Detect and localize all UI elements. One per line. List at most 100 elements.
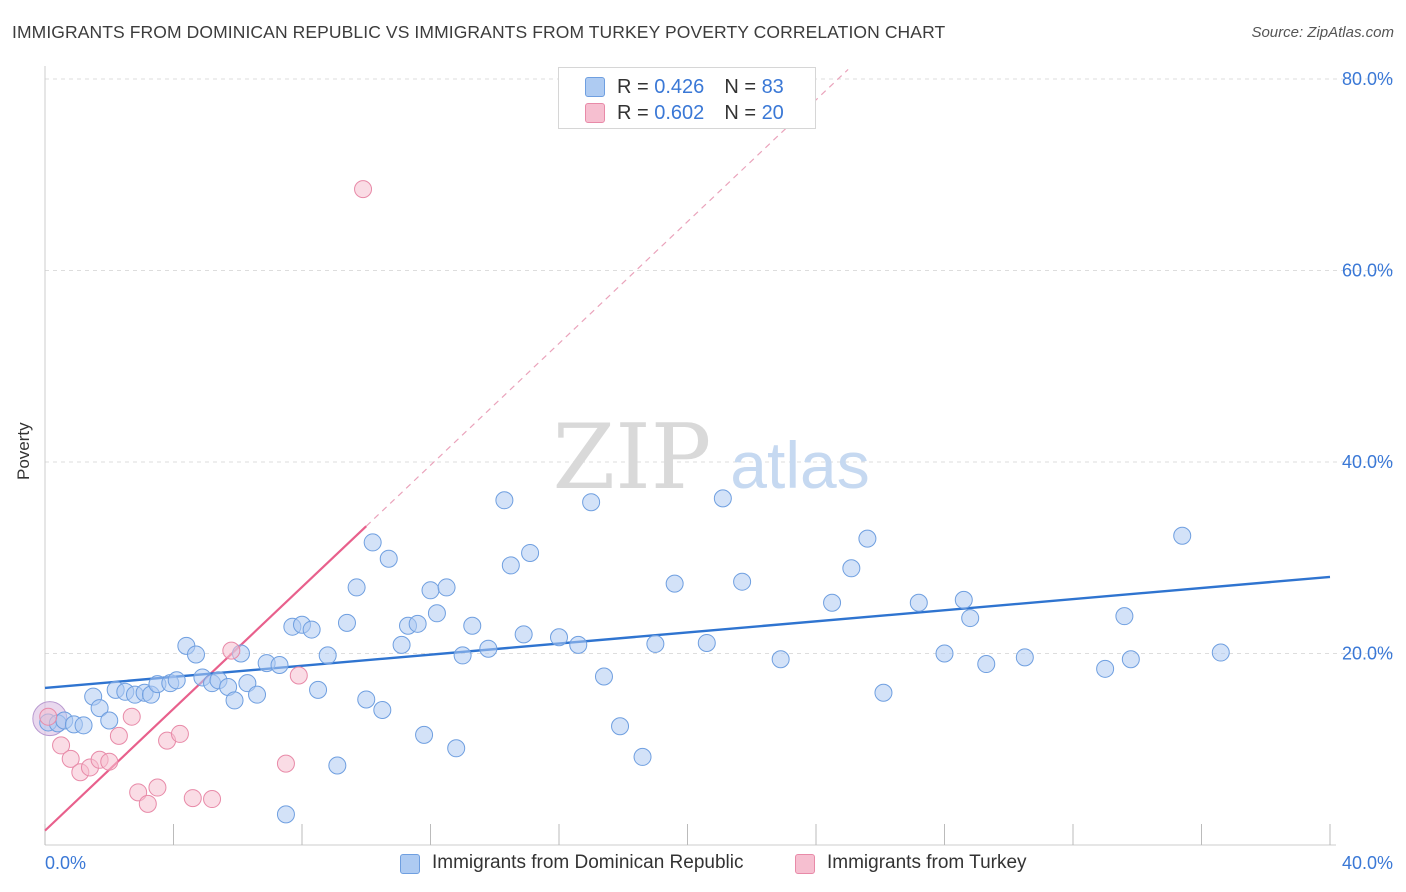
pink-swatch	[795, 854, 815, 874]
point-dominican	[582, 493, 601, 512]
watermark-zip: ZIP	[553, 405, 712, 510]
y-tick-label: 20.0%	[1342, 644, 1393, 664]
y-tick-label: 60.0%	[1342, 261, 1393, 281]
tick-labels: 20.0% 40.0% 60.0% 80.0% 0.0% 40.0%	[45, 69, 1393, 873]
point-dominican	[447, 739, 466, 758]
point-dominican	[823, 593, 842, 612]
point-turkey	[170, 724, 189, 743]
point-dominican	[337, 613, 356, 632]
stats-text-blue: R = 0.426 N = 83	[617, 76, 784, 99]
point-dominican	[427, 604, 446, 623]
n-label: N =	[724, 76, 762, 98]
point-dominican	[550, 628, 568, 647]
stats-text-pink: R = 0.602 N = 20	[617, 102, 784, 125]
point-dominican	[858, 529, 877, 548]
point-dominican	[977, 655, 996, 674]
point-turkey	[122, 707, 141, 726]
point-turkey	[203, 790, 222, 809]
point-dominican	[302, 620, 321, 639]
point-turkey	[100, 752, 119, 771]
point-dominican	[392, 635, 411, 654]
point-dominican	[270, 655, 289, 674]
point-dominican	[514, 625, 533, 644]
point-dominican	[1211, 643, 1230, 662]
point-dominican	[569, 635, 588, 654]
point-turkey	[276, 754, 295, 773]
point-dominican	[479, 639, 498, 658]
point-dominican	[633, 747, 652, 766]
point-dominican	[225, 691, 244, 710]
watermark: ZIP atlas	[553, 405, 870, 510]
y-tick-label: 80.0%	[1342, 69, 1393, 89]
point-dominican	[909, 593, 928, 612]
point-dominican	[347, 578, 366, 597]
point-dominican	[328, 756, 347, 775]
point-dominican	[521, 543, 540, 562]
point-dominican	[453, 646, 472, 665]
axes	[44, 66, 1336, 846]
point-dominican	[463, 616, 482, 635]
point-dominican	[611, 717, 630, 736]
point-dominican	[646, 634, 665, 653]
n-value: 20	[761, 102, 784, 124]
point-turkey	[109, 726, 128, 745]
x-tick-label-max: 40.0%	[1342, 853, 1393, 873]
point-dominican	[665, 574, 684, 593]
point-turkey	[289, 666, 308, 685]
blue-swatch	[585, 77, 605, 97]
x-tick-label-min: 0.0%	[45, 853, 86, 873]
point-dominican	[74, 716, 93, 735]
r-value: 0.602	[654, 102, 705, 124]
point-turkey	[129, 783, 148, 802]
point-turkey	[148, 778, 167, 797]
point-dominican	[495, 491, 514, 510]
point-dominican	[594, 667, 613, 686]
point-dominican	[697, 633, 716, 652]
point-dominican	[276, 805, 295, 824]
point-turkey	[354, 180, 373, 199]
point-dominican	[1115, 607, 1134, 626]
point-dominican	[713, 489, 732, 508]
y-tick-label: 40.0%	[1342, 452, 1393, 472]
data-points	[32, 180, 1230, 824]
point-dominican	[167, 671, 186, 690]
point-dominican	[100, 711, 119, 730]
grid-lines	[45, 78, 1395, 654]
stats-legend: R = 0.426 N = 83 R = 0.602 N = 20	[558, 67, 816, 129]
point-dominican	[408, 614, 427, 633]
trend-line-turkey-dashed	[365, 68, 849, 527]
point-turkey	[138, 794, 157, 813]
point-dominican	[238, 674, 257, 693]
point-dominican	[935, 644, 954, 663]
point-turkey	[222, 641, 241, 660]
legend-label: Immigrants from Dominican Republic	[432, 852, 744, 873]
source-label: Source: ZipAtlas.com	[1251, 24, 1394, 41]
point-dominican	[842, 559, 861, 578]
point-dominican	[733, 572, 752, 591]
legend-label: Immigrants from Turkey	[827, 852, 1027, 873]
trend-line-dominican	[44, 575, 1331, 690]
r-label: R =	[617, 76, 655, 98]
point-turkey	[52, 736, 71, 755]
point-dominican	[373, 700, 392, 719]
point-dominican	[437, 578, 456, 597]
point-turkey	[61, 749, 80, 768]
n-label: N =	[724, 102, 762, 124]
point-dominican	[954, 590, 973, 609]
point-dominican	[421, 581, 440, 600]
point-dominican	[415, 725, 434, 744]
point-dominican	[1096, 659, 1115, 678]
pink-swatch	[585, 103, 605, 123]
point-dominican	[771, 650, 790, 669]
r-value: 0.426	[654, 76, 705, 98]
chart-title: IMMIGRANTS FROM DOMINICAN REPUBLIC VS IM…	[12, 22, 946, 42]
point-dominican	[90, 699, 109, 718]
point-dominican	[1015, 648, 1034, 667]
blue-swatch	[400, 854, 420, 874]
point-dominican	[363, 533, 382, 552]
point-dominican	[501, 556, 520, 575]
n-value: 83	[761, 76, 784, 98]
point-dominican	[1173, 526, 1192, 545]
point-dominican	[379, 549, 398, 568]
